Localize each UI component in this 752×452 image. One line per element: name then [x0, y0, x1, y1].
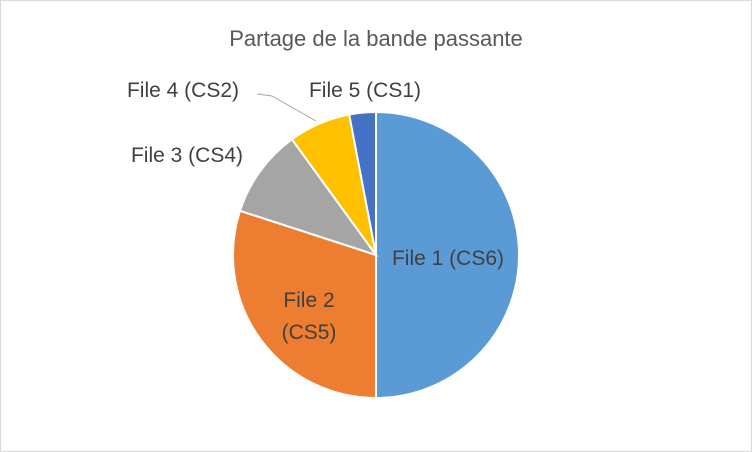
pie-slice-3	[238, 137, 379, 257]
data-label-4: File 4 (CS2)	[127, 79, 239, 102]
data-label-2: File 2 (CS5)	[282, 289, 337, 344]
chart-title: Partage de la bande passante	[229, 26, 523, 51]
leader-line	[256, 93, 317, 122]
pie-slice-5	[348, 110, 377, 256]
pie-slice-2	[232, 209, 377, 400]
pie-slice-1	[375, 110, 520, 400]
data-label-3: File 3 (CS4)	[131, 144, 243, 167]
data-label-5: File 5 (CS1)	[309, 79, 421, 102]
data-label-1: File 1 (CS6)	[392, 247, 504, 270]
